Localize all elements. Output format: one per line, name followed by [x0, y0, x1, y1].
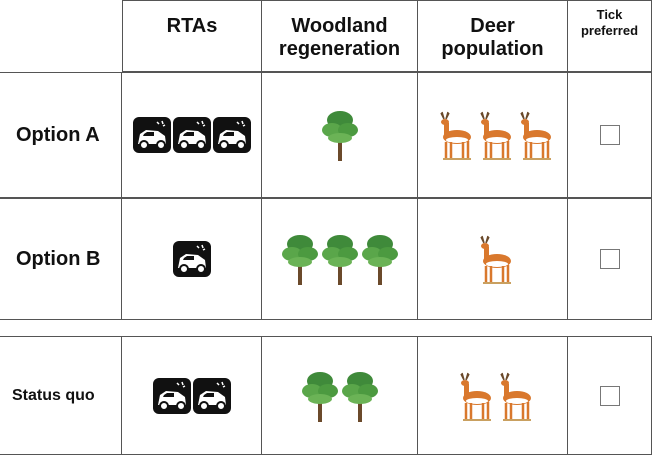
attribute-cell [418, 336, 568, 455]
tree-icon [360, 232, 400, 286]
tree-icon [280, 232, 320, 286]
tree-icon [340, 369, 380, 423]
rta-icon [172, 116, 212, 154]
checkbox[interactable] [600, 125, 620, 145]
choice-card: RTAsWoodland regenerationDeer population… [0, 0, 652, 455]
tick-cell [568, 336, 652, 455]
checkbox[interactable] [600, 386, 620, 406]
attribute-cell [418, 72, 568, 198]
attribute-cell [122, 72, 262, 198]
attribute-cell [262, 72, 418, 198]
deer-icon [433, 109, 473, 161]
tree-icon [320, 232, 360, 286]
row-label: Status quo [0, 336, 122, 455]
attribute-cell [418, 198, 568, 320]
checkbox[interactable] [600, 249, 620, 269]
attribute-cell [262, 336, 418, 455]
column-header: Woodland regeneration [262, 0, 418, 72]
deer-icon [493, 370, 533, 422]
tree-icon [300, 369, 340, 423]
tick-cell [568, 198, 652, 320]
rta-icon [152, 377, 192, 415]
rta-icon [192, 377, 232, 415]
column-header: Deer population [418, 0, 568, 72]
attribute-cell [122, 198, 262, 320]
tree-icon [320, 108, 360, 162]
deer-icon [473, 109, 513, 161]
attribute-cell [262, 198, 418, 320]
column-header: Tick preferred [568, 0, 652, 72]
attribute-cell [122, 336, 262, 455]
row-label: Option A [0, 72, 122, 198]
rta-icon [212, 116, 252, 154]
deer-icon [473, 233, 513, 285]
deer-icon [513, 109, 553, 161]
rta-icon [172, 240, 212, 278]
tick-cell [568, 72, 652, 198]
rta-icon [132, 116, 172, 154]
row-label: Option B [0, 198, 122, 320]
deer-icon [453, 370, 493, 422]
column-header: RTAs [122, 0, 262, 72]
